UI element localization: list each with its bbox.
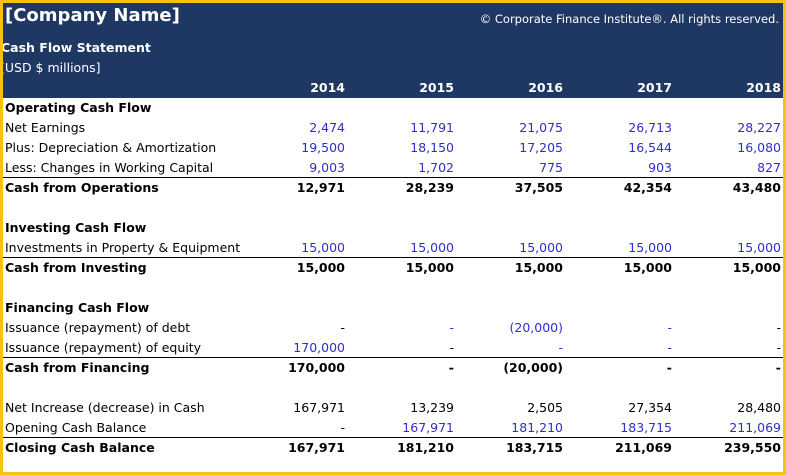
cell-value: 18,150 [410, 140, 454, 155]
cell-value: 903 [648, 160, 672, 175]
cell-value: 9,003 [309, 160, 345, 175]
cell-value: 13,239 [410, 400, 454, 415]
section-title: Operating Cash Flow [5, 100, 152, 115]
total-value: - [448, 360, 454, 375]
cell-value: 28,480 [737, 400, 781, 415]
cell-value: 16,544 [628, 140, 672, 155]
cell-value: - [776, 320, 781, 335]
total-value: (20,000) [503, 360, 563, 375]
cell-value: 170,000 [293, 340, 345, 355]
total-value: 239,550 [724, 440, 781, 455]
subtotal-rule [3, 437, 783, 438]
cell-value: 775 [539, 160, 563, 175]
section-title: Financing Cash Flow [5, 300, 150, 315]
total-value: 15,000 [732, 260, 781, 275]
row-label: Less: Changes in Working Capital [5, 160, 214, 175]
total-value: - [775, 360, 781, 375]
cell-value: - [340, 320, 345, 335]
total-value: 37,505 [514, 180, 563, 195]
cell-value: 26,713 [628, 120, 672, 135]
cell-value: 827 [757, 160, 781, 175]
cell-value: 15,000 [410, 240, 454, 255]
total-label: Closing Cash Balance [5, 440, 155, 455]
cell-value: - [449, 340, 454, 355]
cell-value: - [667, 340, 672, 355]
subtotal-rule [3, 177, 783, 178]
cell-value: (20,000) [509, 320, 564, 335]
statement-title: Cash Flow Statement [1, 40, 151, 55]
company-name: [Company Name] [5, 5, 180, 26]
total-value: 211,069 [615, 440, 672, 455]
row-label: Net Increase (decrease) in Cash [5, 400, 205, 415]
cell-value: 16,080 [737, 140, 781, 155]
copyright: © Corporate Finance Institute®. All righ… [479, 12, 779, 26]
cell-value: 28,227 [737, 120, 781, 135]
total-value: 181,210 [397, 440, 454, 455]
cell-value: 21,075 [519, 120, 563, 135]
total-value: 167,971 [288, 440, 345, 455]
total-value: 15,000 [405, 260, 454, 275]
row-label: Net Earnings [5, 120, 86, 135]
cell-value: - [558, 340, 563, 355]
total-value: 170,000 [288, 360, 345, 375]
year-header: 2018 [746, 80, 781, 95]
row-label: Opening Cash Balance [5, 420, 147, 435]
total-value: 15,000 [623, 260, 672, 275]
row-label: Issuance (repayment) of equity [5, 340, 202, 355]
units: [USD $ millions] [0, 60, 101, 75]
cell-value: - [667, 320, 672, 335]
cell-value: 183,715 [620, 420, 672, 435]
section-title: Investing Cash Flow [5, 220, 147, 235]
cell-value: - [776, 340, 781, 355]
year-header: 2014 [310, 80, 345, 95]
total-value: 42,354 [623, 180, 672, 195]
total-value: 15,000 [296, 260, 345, 275]
cell-value: 15,000 [519, 240, 563, 255]
total-value: 12,971 [296, 180, 345, 195]
cell-value: 27,354 [628, 400, 672, 415]
cell-value: 1,702 [418, 160, 454, 175]
total-value: 28,239 [405, 180, 454, 195]
year-header: 2015 [419, 80, 454, 95]
year-header: 2016 [528, 80, 563, 95]
cell-value: - [340, 420, 345, 435]
total-label: Cash from Investing [5, 260, 147, 275]
total-label: Cash from Operations [5, 180, 159, 195]
subtotal-rule [3, 357, 783, 358]
row-label: Investments in Property & Equipment [5, 240, 241, 255]
row-label: Issuance (repayment) of debt [5, 320, 191, 335]
row-label: Plus: Depreciation & Amortization [5, 140, 217, 155]
year-header: 2017 [637, 80, 672, 95]
cell-value: 17,205 [519, 140, 563, 155]
cell-value: 15,000 [628, 240, 672, 255]
total-value: - [666, 360, 672, 375]
cell-value: 11,791 [410, 120, 454, 135]
cell-value: 19,500 [301, 140, 345, 155]
total-value: 43,480 [732, 180, 781, 195]
cell-value: - [449, 320, 454, 335]
cell-value: 2,505 [527, 400, 563, 415]
cell-value: 211,069 [729, 420, 781, 435]
cell-value: 181,210 [511, 420, 563, 435]
cell-value: 15,000 [737, 240, 781, 255]
subtotal-rule [3, 257, 783, 258]
cell-value: 15,000 [301, 240, 345, 255]
total-label: Cash from Financing [5, 360, 150, 375]
cell-value: 167,971 [293, 400, 345, 415]
cell-value: 2,474 [309, 120, 345, 135]
cell-value: 167,971 [402, 420, 454, 435]
total-value: 15,000 [514, 260, 563, 275]
total-value: 183,715 [506, 440, 563, 455]
header-band: [Company Name] © Corporate Finance Insti… [3, 3, 783, 98]
